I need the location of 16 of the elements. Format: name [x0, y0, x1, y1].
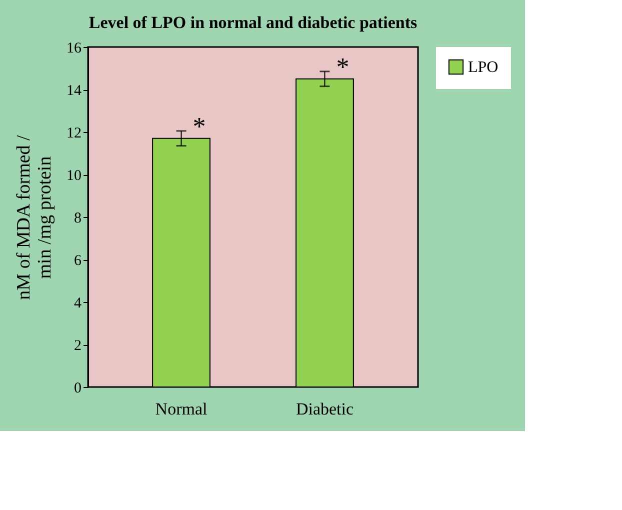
y-tick-label: 4: [74, 296, 82, 312]
y-tick-label: 8: [74, 210, 82, 226]
y-tick-label: 0: [74, 380, 82, 396]
x-tick-label: Normal: [155, 400, 208, 418]
y-tick-label: 16: [66, 40, 82, 56]
annotation: *: [336, 52, 350, 82]
y-axis-title: nM of MDA formed / min /mg protein: [14, 134, 56, 300]
y-tick-label: 10: [66, 168, 82, 184]
y-tick-label: 12: [66, 126, 82, 142]
y-tick-label: 14: [66, 83, 82, 99]
chart-title: Level of LPO in normal and diabetic patients: [88, 13, 418, 32]
y-tick-label: 6: [74, 253, 82, 269]
x-tick-label: Diabetic: [296, 400, 354, 418]
annotation: *: [192, 112, 206, 141]
legend-label: LPO: [468, 59, 498, 76]
y-tick-label: 2: [74, 338, 82, 354]
